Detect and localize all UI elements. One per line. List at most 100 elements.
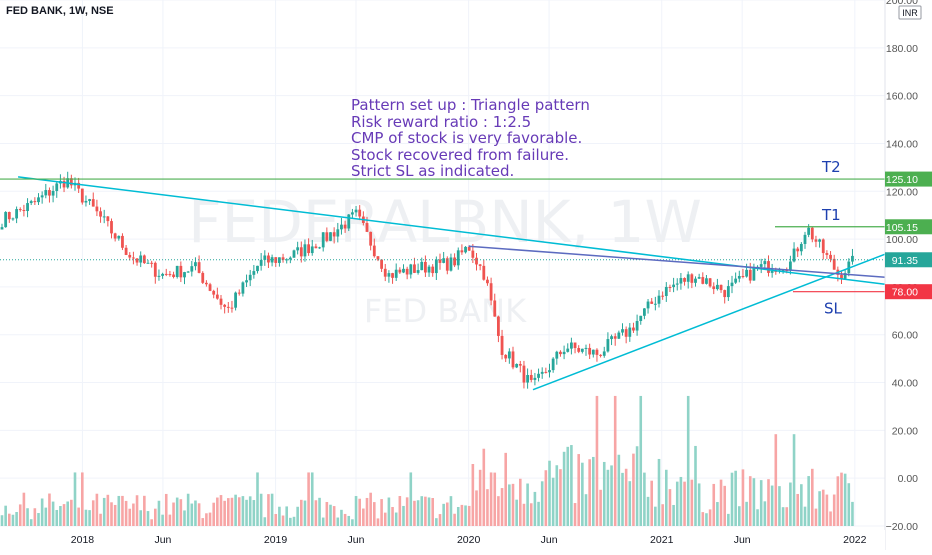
level-label-t1: T1 — [821, 206, 841, 224]
candle — [661, 295, 665, 297]
candle — [577, 348, 581, 352]
candle — [69, 178, 73, 186]
volume-bar — [694, 445, 697, 526]
candle — [602, 351, 606, 356]
candle — [186, 271, 190, 273]
currency-badge — [898, 5, 922, 20]
candle — [91, 199, 95, 207]
volume-bar — [106, 494, 110, 526]
candle — [77, 182, 81, 189]
gridlines — [0, 0, 885, 527]
x-axis: 2018 Jun 2019 Jun 2020 Jun 2021 Jun 2022 — [0, 530, 885, 550]
volume-bar — [358, 498, 361, 526]
candle — [51, 190, 55, 196]
candle — [161, 273, 164, 276]
candle — [584, 347, 588, 349]
candle — [442, 258, 446, 263]
candle — [515, 363, 519, 368]
candle — [464, 246, 467, 253]
candle — [427, 266, 431, 273]
volume-bar — [770, 485, 774, 526]
y-tick-label: 140.00 — [886, 138, 918, 150]
y-tick-label: −20.00 — [886, 521, 919, 533]
volume-bar — [719, 479, 723, 526]
volume-bar — [716, 502, 719, 526]
volume-bar — [223, 500, 226, 526]
watermark: FEDERALBNK, 1W FED BANK — [188, 188, 702, 330]
candle — [829, 254, 832, 259]
candle — [325, 232, 329, 241]
volume-bar — [314, 500, 318, 526]
volume-bar — [559, 469, 562, 526]
volume-bar — [478, 469, 482, 526]
volume-bar — [592, 456, 595, 526]
volume-bar — [843, 473, 847, 526]
volume-bar — [73, 472, 77, 526]
candle — [650, 301, 654, 304]
volume-bar — [409, 472, 413, 526]
volume-bar — [756, 509, 759, 526]
candle — [456, 250, 460, 266]
candle — [380, 259, 383, 269]
candle — [201, 272, 205, 283]
candle — [190, 266, 194, 272]
candle — [537, 373, 540, 378]
candle — [263, 255, 267, 260]
volume-bar — [741, 469, 745, 526]
volume-bar — [745, 501, 748, 526]
volume-bar — [18, 504, 22, 526]
volume-bar — [278, 506, 281, 526]
annotation-line: CMP of stock is very favorable. — [351, 129, 583, 147]
candle — [719, 284, 723, 291]
trendline — [532, 252, 888, 391]
candle — [551, 358, 555, 371]
volume-bar — [124, 500, 128, 526]
x-tick-label: 2019 — [264, 534, 288, 546]
volume-bar — [40, 498, 44, 526]
candle — [205, 282, 208, 285]
volume-bar — [59, 505, 62, 526]
volume-bar — [0, 515, 4, 526]
candle — [332, 232, 336, 237]
volume-bar — [829, 511, 832, 526]
volume-bar — [285, 506, 288, 526]
volume-bar — [628, 481, 632, 526]
volume-bar — [245, 499, 248, 526]
volume-bar — [807, 476, 810, 526]
volume-bar — [690, 479, 694, 526]
volume-bar — [77, 507, 80, 526]
volume-bar — [26, 508, 29, 526]
candle — [628, 327, 632, 337]
volume-bar — [230, 497, 234, 526]
volume-bar — [143, 495, 146, 526]
volume-bar — [416, 500, 420, 526]
candle — [153, 262, 157, 277]
annotation-line: Risk reward ratio : 1:2.5 — [351, 112, 532, 131]
candle — [256, 265, 259, 272]
volume-bar — [814, 508, 818, 526]
volume-bar — [81, 472, 84, 526]
volume-bar — [464, 505, 467, 526]
candle — [803, 234, 807, 244]
volume-bar — [646, 496, 650, 526]
annotation-line: Stock recovered from failure. — [351, 145, 570, 164]
volume-bar — [686, 395, 690, 526]
candle — [175, 265, 179, 277]
y-tick-label: 160.00 — [886, 91, 918, 103]
volume-bar — [405, 497, 409, 526]
candle — [208, 284, 212, 291]
volume-bar — [705, 513, 708, 526]
volume-bar — [533, 491, 537, 526]
volume-bar — [237, 497, 241, 526]
volume-bar — [227, 498, 230, 526]
volume-bar — [811, 468, 814, 526]
candle — [624, 329, 628, 337]
candle — [274, 257, 278, 263]
candle — [763, 261, 767, 265]
volume-bar — [471, 464, 475, 526]
volume-bar — [37, 513, 40, 526]
volume-bar — [22, 492, 26, 526]
volume-bar — [398, 496, 402, 526]
volume-bar — [508, 484, 511, 526]
